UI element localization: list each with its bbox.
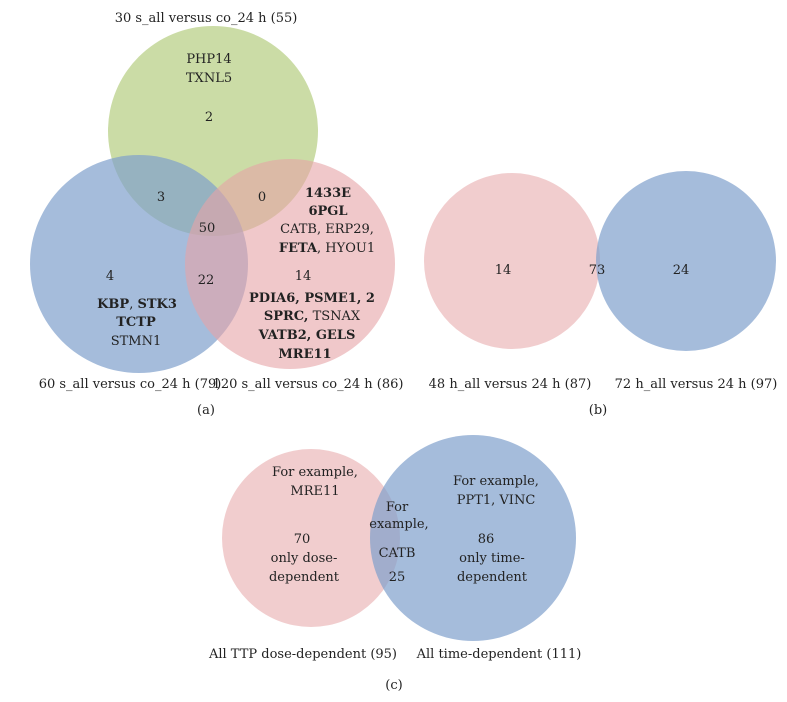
panel-c: For example, MRE11 70 only dose- depende… — [208, 435, 581, 693]
c-right-desc-1: only time- — [459, 551, 525, 566]
set-label-dose: All TTP dose-dependent (95) — [208, 647, 397, 662]
right-only-line-7: VATB2, GELS — [258, 328, 356, 343]
c-left-example-2: MRE11 — [290, 484, 339, 499]
c-overlap-2: example, — [369, 517, 428, 532]
set-label-120s: 120 s_all versus co_24 h (86) — [213, 377, 404, 392]
c-left-desc-1: only dose- — [271, 551, 338, 566]
panel-b-label: (b) — [589, 403, 607, 418]
b-left-count: 14 — [495, 263, 512, 278]
top-only-count: 2 — [205, 110, 213, 125]
panel-b: 14 73 24 48 h_all versus 24 h (87) 72 h_… — [424, 171, 777, 418]
center-count: 50 — [199, 221, 216, 236]
right-only-line-6: SPRC, TSNAX — [264, 309, 361, 324]
right-only-line-2: 6PGL — [308, 204, 347, 219]
circle-72h — [596, 171, 776, 351]
left-only-line-1: KBP, STK3 — [97, 297, 177, 312]
set-label-30s: 30 s_all versus co_24 h (55) — [115, 11, 298, 26]
right-only-line-8: MRE11 — [278, 347, 331, 362]
c-right-desc-2: dependent — [457, 570, 528, 585]
c-left-count: 70 — [294, 532, 311, 547]
top-only-protein-1: PHP14 — [186, 52, 231, 67]
circle-dose-dependent — [222, 449, 400, 627]
c-right-count: 86 — [478, 532, 495, 547]
right-only-line-1: 1433E — [305, 186, 351, 201]
top-left-count: 3 — [157, 190, 165, 205]
top-only-protein-2: TXNL5 — [186, 71, 232, 86]
c-overlap-3: CATB — [379, 546, 416, 561]
set-label-time: All time-dependent (111) — [416, 647, 582, 662]
b-right-count: 24 — [673, 263, 690, 278]
right-only-count: 14 — [295, 269, 312, 284]
left-only-line-3: STMN1 — [111, 334, 162, 349]
circle-120s — [185, 159, 395, 369]
right-only-line-4: FETA, HYOU1 — [279, 241, 375, 256]
top-right-count: 0 — [258, 190, 266, 205]
c-right-example-1: For example, — [453, 474, 539, 489]
c-right-example-2: PPT1, VINC — [457, 493, 536, 508]
panel-a: 30 s_all versus co_24 h (55) 60 s_all ve… — [30, 11, 403, 418]
panel-a-label: (a) — [197, 403, 215, 418]
c-left-example-1: For example, — [272, 465, 358, 480]
set-label-60s: 60 s_all versus co_24 h (79) — [39, 377, 222, 392]
left-only-count: 4 — [106, 269, 114, 284]
circle-time-dependent — [370, 435, 576, 641]
circle-60s — [30, 155, 248, 373]
left-right-count: 22 — [198, 273, 215, 288]
panel-c-label: (c) — [385, 678, 402, 693]
c-overlap-count: 25 — [389, 570, 406, 585]
right-only-line-3: CATB, ERP29, — [280, 222, 374, 237]
set-label-72h: 72 h_all versus 24 h (97) — [615, 377, 778, 392]
right-only-line-5: PDIA6, PSME1, 2 — [249, 291, 375, 306]
c-overlap-1: For — [386, 500, 409, 515]
set-label-48h: 48 h_all versus 24 h (87) — [429, 377, 592, 392]
b-overlap-count: 73 — [589, 263, 606, 278]
circle-48h — [424, 173, 600, 349]
left-only-line-2: TCTP — [116, 315, 156, 330]
c-left-desc-2: dependent — [269, 570, 340, 585]
